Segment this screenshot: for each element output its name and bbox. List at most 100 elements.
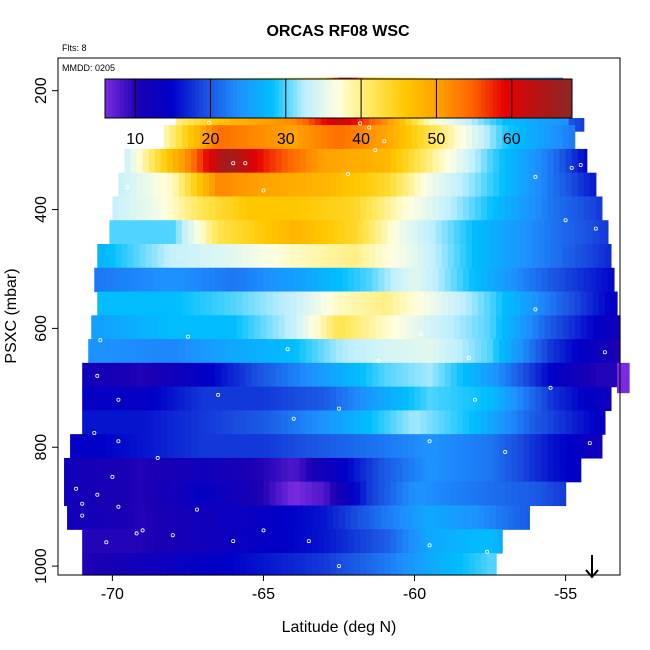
heatmap-cell (339, 125, 346, 150)
heatmap-cell (508, 291, 515, 316)
colorbar-tick-label: 40 (352, 131, 370, 148)
heatmap-cell (263, 529, 271, 554)
heatmap-cell (574, 291, 582, 316)
heatmap-cell (184, 362, 192, 388)
heatmap-cell (553, 172, 561, 198)
heatmap-cell (230, 244, 237, 269)
heatmap-cell (166, 148, 174, 174)
heatmap-cell (399, 244, 407, 269)
heatmap-cell (508, 505, 515, 530)
heatmap-cell (556, 244, 564, 269)
heatmap-cell (332, 244, 340, 269)
heatmap-cell (278, 220, 286, 245)
heatmap-cell (378, 481, 385, 507)
heatmap-cell (130, 529, 138, 554)
heatmap-cell (408, 267, 416, 293)
heatmap-cell (583, 339, 591, 364)
heatmap-cell (88, 457, 95, 483)
heatmap-cell (299, 410, 307, 435)
heatmap-cell (502, 244, 509, 269)
heatmap-cell (64, 457, 71, 483)
colorbar-segment (304, 79, 309, 118)
heatmap-cell (251, 339, 259, 364)
heatmap-cell (133, 291, 141, 316)
heatmap-cell (200, 125, 207, 150)
heatmap-cell (184, 457, 192, 483)
heatmap-cell (535, 410, 543, 435)
down-arrow-icon (585, 555, 599, 579)
heatmap-cell (477, 291, 485, 316)
heatmap-cell (577, 434, 585, 459)
colorbar-tick-label: 50 (428, 131, 446, 148)
heatmap-cell (453, 505, 461, 530)
colorbar-segment (519, 79, 524, 118)
heatmap-cell (221, 362, 228, 388)
heatmap-cell (230, 125, 237, 150)
heatmap-cell (284, 125, 292, 150)
heatmap-cell (393, 315, 401, 340)
heatmap-cell (568, 315, 576, 340)
colorbar-segment (489, 79, 494, 118)
heatmap-cell (411, 244, 419, 269)
heatmap-cell (384, 172, 391, 198)
heatmap-cell (456, 172, 464, 198)
heatmap-cell (133, 505, 141, 530)
heatmap-cell (266, 220, 274, 245)
colorbar-segment (233, 79, 238, 118)
heatmap-cell (254, 220, 262, 245)
heatmap-cell (293, 386, 301, 411)
heatmap-cell (508, 244, 515, 269)
heatmap-cell (568, 118, 576, 132)
heatmap-cell (571, 457, 579, 483)
heatmap-cell (562, 315, 570, 340)
colorbar-segment (368, 79, 373, 118)
heatmap-cell (130, 457, 138, 483)
heatmap-cell (405, 125, 413, 150)
heatmap-cell (257, 529, 265, 554)
heatmap-cell (109, 244, 117, 269)
heatmap-cell (580, 291, 588, 316)
heatmap-cell (257, 553, 265, 576)
heatmap-cell (387, 505, 394, 530)
heatmap-cell (396, 481, 404, 507)
colorbar-segment (481, 79, 486, 118)
heatmap-cell (215, 457, 222, 483)
heatmap-cell (505, 410, 512, 435)
heatmap-cell (598, 244, 606, 269)
heatmap-cell (118, 553, 126, 576)
heatmap-cell (414, 434, 422, 459)
heatmap-cell (278, 125, 286, 150)
heatmap-cell (544, 220, 552, 245)
heatmap-cell (438, 434, 446, 459)
heatmap-cell (363, 315, 370, 340)
observation-point (578, 162, 583, 167)
heatmap-cell (284, 315, 292, 340)
heatmap-cell (444, 553, 452, 576)
heatmap-cell (332, 315, 340, 340)
heatmap-cell (348, 457, 355, 483)
heatmap-cell (426, 339, 434, 364)
colorbar-segment (229, 79, 234, 118)
heatmap-cell (196, 196, 204, 221)
heatmap-cell (160, 410, 168, 435)
heatmap-cell (444, 362, 452, 388)
heatmap-cell (272, 220, 280, 245)
heatmap-cell (574, 315, 582, 340)
colorbar-segment (477, 79, 483, 118)
heatmap-cell (209, 410, 216, 435)
heatmap-cell (535, 148, 543, 174)
heatmap-cell (360, 172, 367, 198)
heatmap-cell (450, 529, 458, 554)
heatmap-cell (514, 125, 521, 150)
heatmap-cell (387, 220, 394, 245)
heatmap-cell (348, 386, 355, 411)
colorbar-segment (402, 79, 407, 118)
heatmap-cell (577, 410, 585, 435)
heatmap-cell (136, 386, 144, 411)
observation-point (276, 253, 281, 258)
heatmap-cell (166, 553, 174, 576)
observation-point (485, 549, 490, 554)
heatmap-cell (124, 410, 132, 435)
heatmap-cell (604, 244, 612, 269)
heatmap-cell (339, 291, 346, 316)
